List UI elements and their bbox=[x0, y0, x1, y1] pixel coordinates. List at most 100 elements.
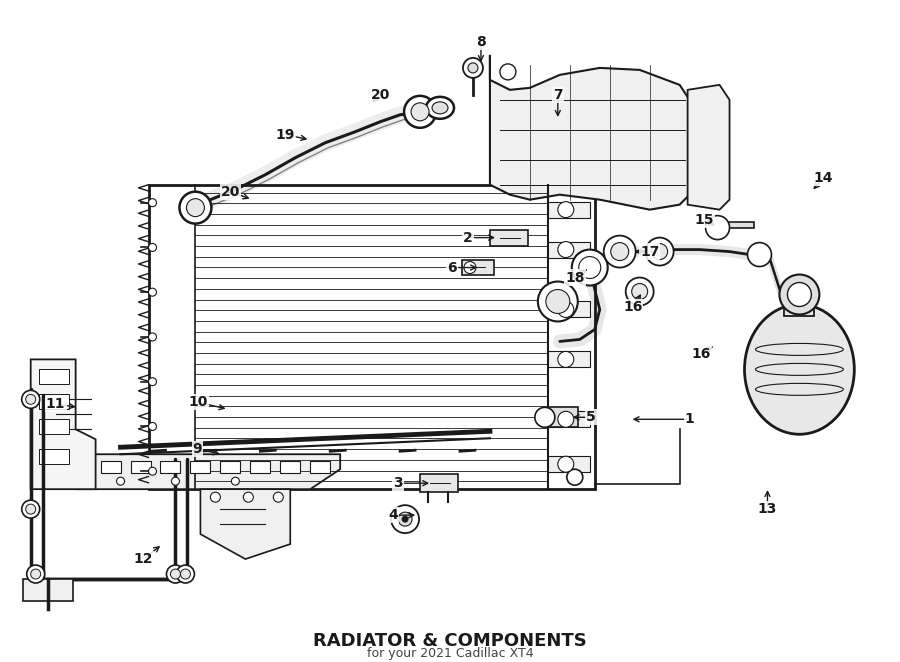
Bar bbox=[785, 295, 814, 316]
Circle shape bbox=[166, 565, 184, 583]
Circle shape bbox=[148, 244, 157, 252]
Circle shape bbox=[170, 569, 181, 579]
Text: 14: 14 bbox=[814, 171, 833, 185]
Circle shape bbox=[27, 565, 45, 583]
Text: 15: 15 bbox=[695, 213, 715, 226]
Bar bbox=[39, 449, 68, 464]
Text: 4: 4 bbox=[388, 508, 398, 522]
Bar bbox=[39, 395, 68, 409]
Circle shape bbox=[538, 281, 578, 322]
FancyArrow shape bbox=[719, 222, 754, 228]
Bar bbox=[280, 461, 301, 473]
Circle shape bbox=[611, 242, 629, 261]
Circle shape bbox=[22, 391, 40, 408]
Circle shape bbox=[117, 477, 124, 485]
Circle shape bbox=[558, 242, 574, 258]
Circle shape bbox=[626, 277, 653, 305]
Circle shape bbox=[706, 216, 730, 240]
Text: 2: 2 bbox=[464, 230, 472, 244]
Circle shape bbox=[186, 199, 204, 216]
Polygon shape bbox=[201, 489, 291, 559]
Ellipse shape bbox=[744, 305, 854, 434]
Circle shape bbox=[463, 58, 483, 78]
Circle shape bbox=[274, 492, 284, 502]
Bar bbox=[310, 461, 330, 473]
Ellipse shape bbox=[432, 102, 448, 114]
Circle shape bbox=[545, 289, 570, 314]
Polygon shape bbox=[688, 85, 730, 210]
Text: 12: 12 bbox=[134, 552, 153, 566]
Text: 5: 5 bbox=[586, 410, 596, 424]
Circle shape bbox=[652, 244, 668, 260]
Circle shape bbox=[398, 512, 412, 526]
Bar bbox=[220, 461, 240, 473]
Bar bbox=[101, 461, 121, 473]
Circle shape bbox=[567, 469, 583, 485]
Circle shape bbox=[558, 301, 574, 318]
Circle shape bbox=[176, 565, 194, 583]
Text: 18: 18 bbox=[565, 271, 584, 285]
Circle shape bbox=[748, 242, 771, 267]
Circle shape bbox=[148, 378, 157, 386]
Circle shape bbox=[632, 283, 648, 299]
Bar bbox=[130, 461, 150, 473]
Circle shape bbox=[243, 492, 253, 502]
Bar bbox=[148, 185, 595, 489]
Text: 10: 10 bbox=[189, 395, 208, 409]
Circle shape bbox=[172, 477, 179, 485]
Circle shape bbox=[558, 456, 574, 472]
Text: 20: 20 bbox=[371, 88, 390, 102]
Polygon shape bbox=[490, 55, 689, 210]
Ellipse shape bbox=[426, 97, 454, 118]
Circle shape bbox=[500, 64, 516, 80]
Circle shape bbox=[779, 275, 819, 314]
Text: 13: 13 bbox=[758, 502, 778, 516]
Circle shape bbox=[579, 257, 600, 279]
Bar bbox=[490, 230, 528, 246]
Circle shape bbox=[181, 569, 191, 579]
Circle shape bbox=[148, 288, 157, 296]
Bar bbox=[250, 461, 270, 473]
Circle shape bbox=[22, 500, 40, 518]
Bar bbox=[191, 461, 211, 473]
Circle shape bbox=[604, 236, 635, 267]
Bar bbox=[548, 202, 590, 218]
Circle shape bbox=[148, 199, 157, 207]
Circle shape bbox=[645, 238, 673, 265]
Bar bbox=[548, 407, 578, 427]
Text: 16: 16 bbox=[692, 348, 711, 361]
Polygon shape bbox=[31, 359, 95, 489]
Bar bbox=[548, 301, 590, 318]
Bar bbox=[548, 411, 590, 427]
Text: 17: 17 bbox=[640, 244, 660, 259]
Circle shape bbox=[211, 492, 220, 502]
Text: 6: 6 bbox=[447, 261, 457, 275]
Circle shape bbox=[26, 504, 36, 514]
Circle shape bbox=[468, 63, 478, 73]
Text: 3: 3 bbox=[393, 476, 403, 490]
Text: RADIATOR & COMPONENTS: RADIATOR & COMPONENTS bbox=[313, 632, 587, 650]
Bar bbox=[160, 461, 181, 473]
Bar bbox=[548, 242, 590, 258]
Circle shape bbox=[558, 202, 574, 218]
Circle shape bbox=[535, 407, 554, 427]
Circle shape bbox=[464, 261, 476, 273]
Text: 19: 19 bbox=[275, 128, 295, 142]
Bar bbox=[22, 579, 73, 601]
Circle shape bbox=[179, 192, 212, 224]
Circle shape bbox=[572, 250, 608, 285]
Circle shape bbox=[558, 411, 574, 427]
Bar bbox=[420, 474, 458, 492]
Bar bbox=[548, 352, 590, 367]
Circle shape bbox=[558, 352, 574, 367]
Circle shape bbox=[31, 569, 40, 579]
Circle shape bbox=[411, 103, 429, 120]
Circle shape bbox=[231, 477, 239, 485]
Text: 9: 9 bbox=[193, 442, 202, 456]
Circle shape bbox=[148, 422, 157, 430]
Bar bbox=[548, 456, 590, 472]
Bar bbox=[39, 369, 68, 385]
Circle shape bbox=[148, 467, 157, 475]
Circle shape bbox=[148, 333, 157, 341]
Text: 11: 11 bbox=[46, 397, 66, 411]
